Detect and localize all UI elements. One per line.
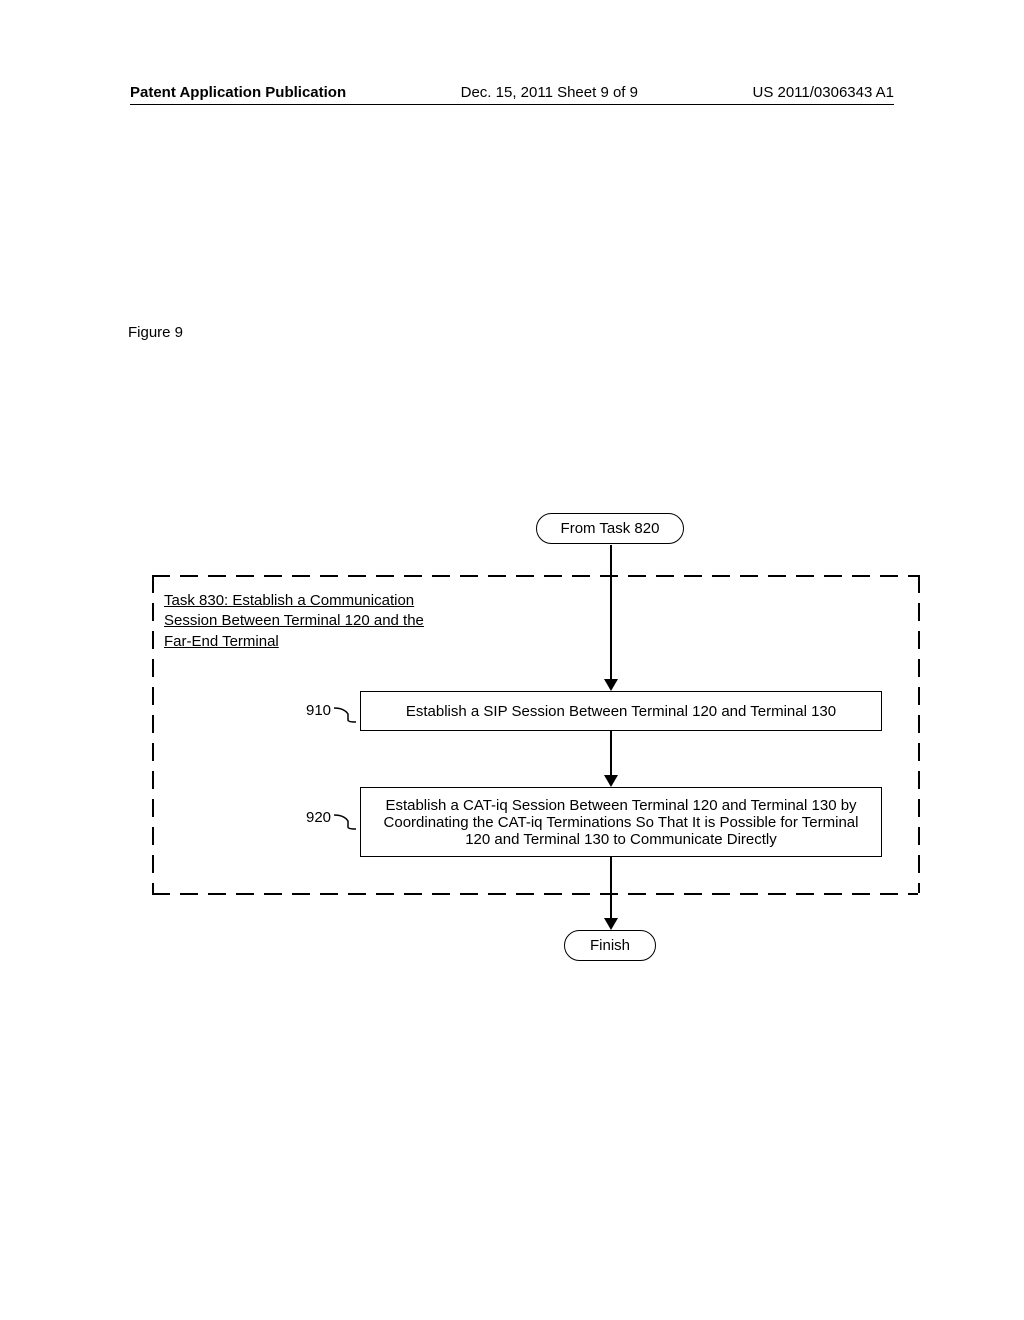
page-header: Patent Application Publication Dec. 15, … — [0, 84, 1024, 101]
arrow-line-2 — [610, 857, 612, 920]
arrow-line-0 — [610, 545, 612, 681]
arrow-head-1 — [604, 775, 618, 787]
figure-label: Figure 9 — [128, 324, 183, 341]
task-title: Task 830: Establish a CommunicationSessi… — [164, 591, 424, 652]
step920-ref-label: 920 — [306, 809, 331, 826]
step920-box: Establish a CAT-iq Session Between Termi… — [360, 787, 882, 857]
step920-text: Establish a CAT-iq Session Between Termi… — [373, 797, 869, 848]
step910-ref-hook — [334, 704, 364, 724]
arrow-head-2 — [604, 918, 618, 930]
step910-ref-label: 910 — [306, 702, 331, 719]
arrow-line-1 — [610, 731, 612, 777]
header-rule — [130, 104, 894, 105]
step910-box: Establish a SIP Session Between Terminal… — [360, 691, 882, 731]
step910-text: Establish a SIP Session Between Terminal… — [406, 703, 836, 720]
arrow-head-0 — [604, 679, 618, 691]
step920-ref-hook — [334, 811, 364, 831]
header-date-sheet: Dec. 15, 2011 Sheet 9 of 9 — [461, 84, 638, 101]
finish-node-text: Finish — [590, 937, 630, 954]
header-patent-number: US 2011/0306343 A1 — [752, 84, 894, 101]
header-publication: Patent Application Publication — [130, 84, 346, 101]
start-node-text: From Task 820 — [561, 520, 660, 537]
